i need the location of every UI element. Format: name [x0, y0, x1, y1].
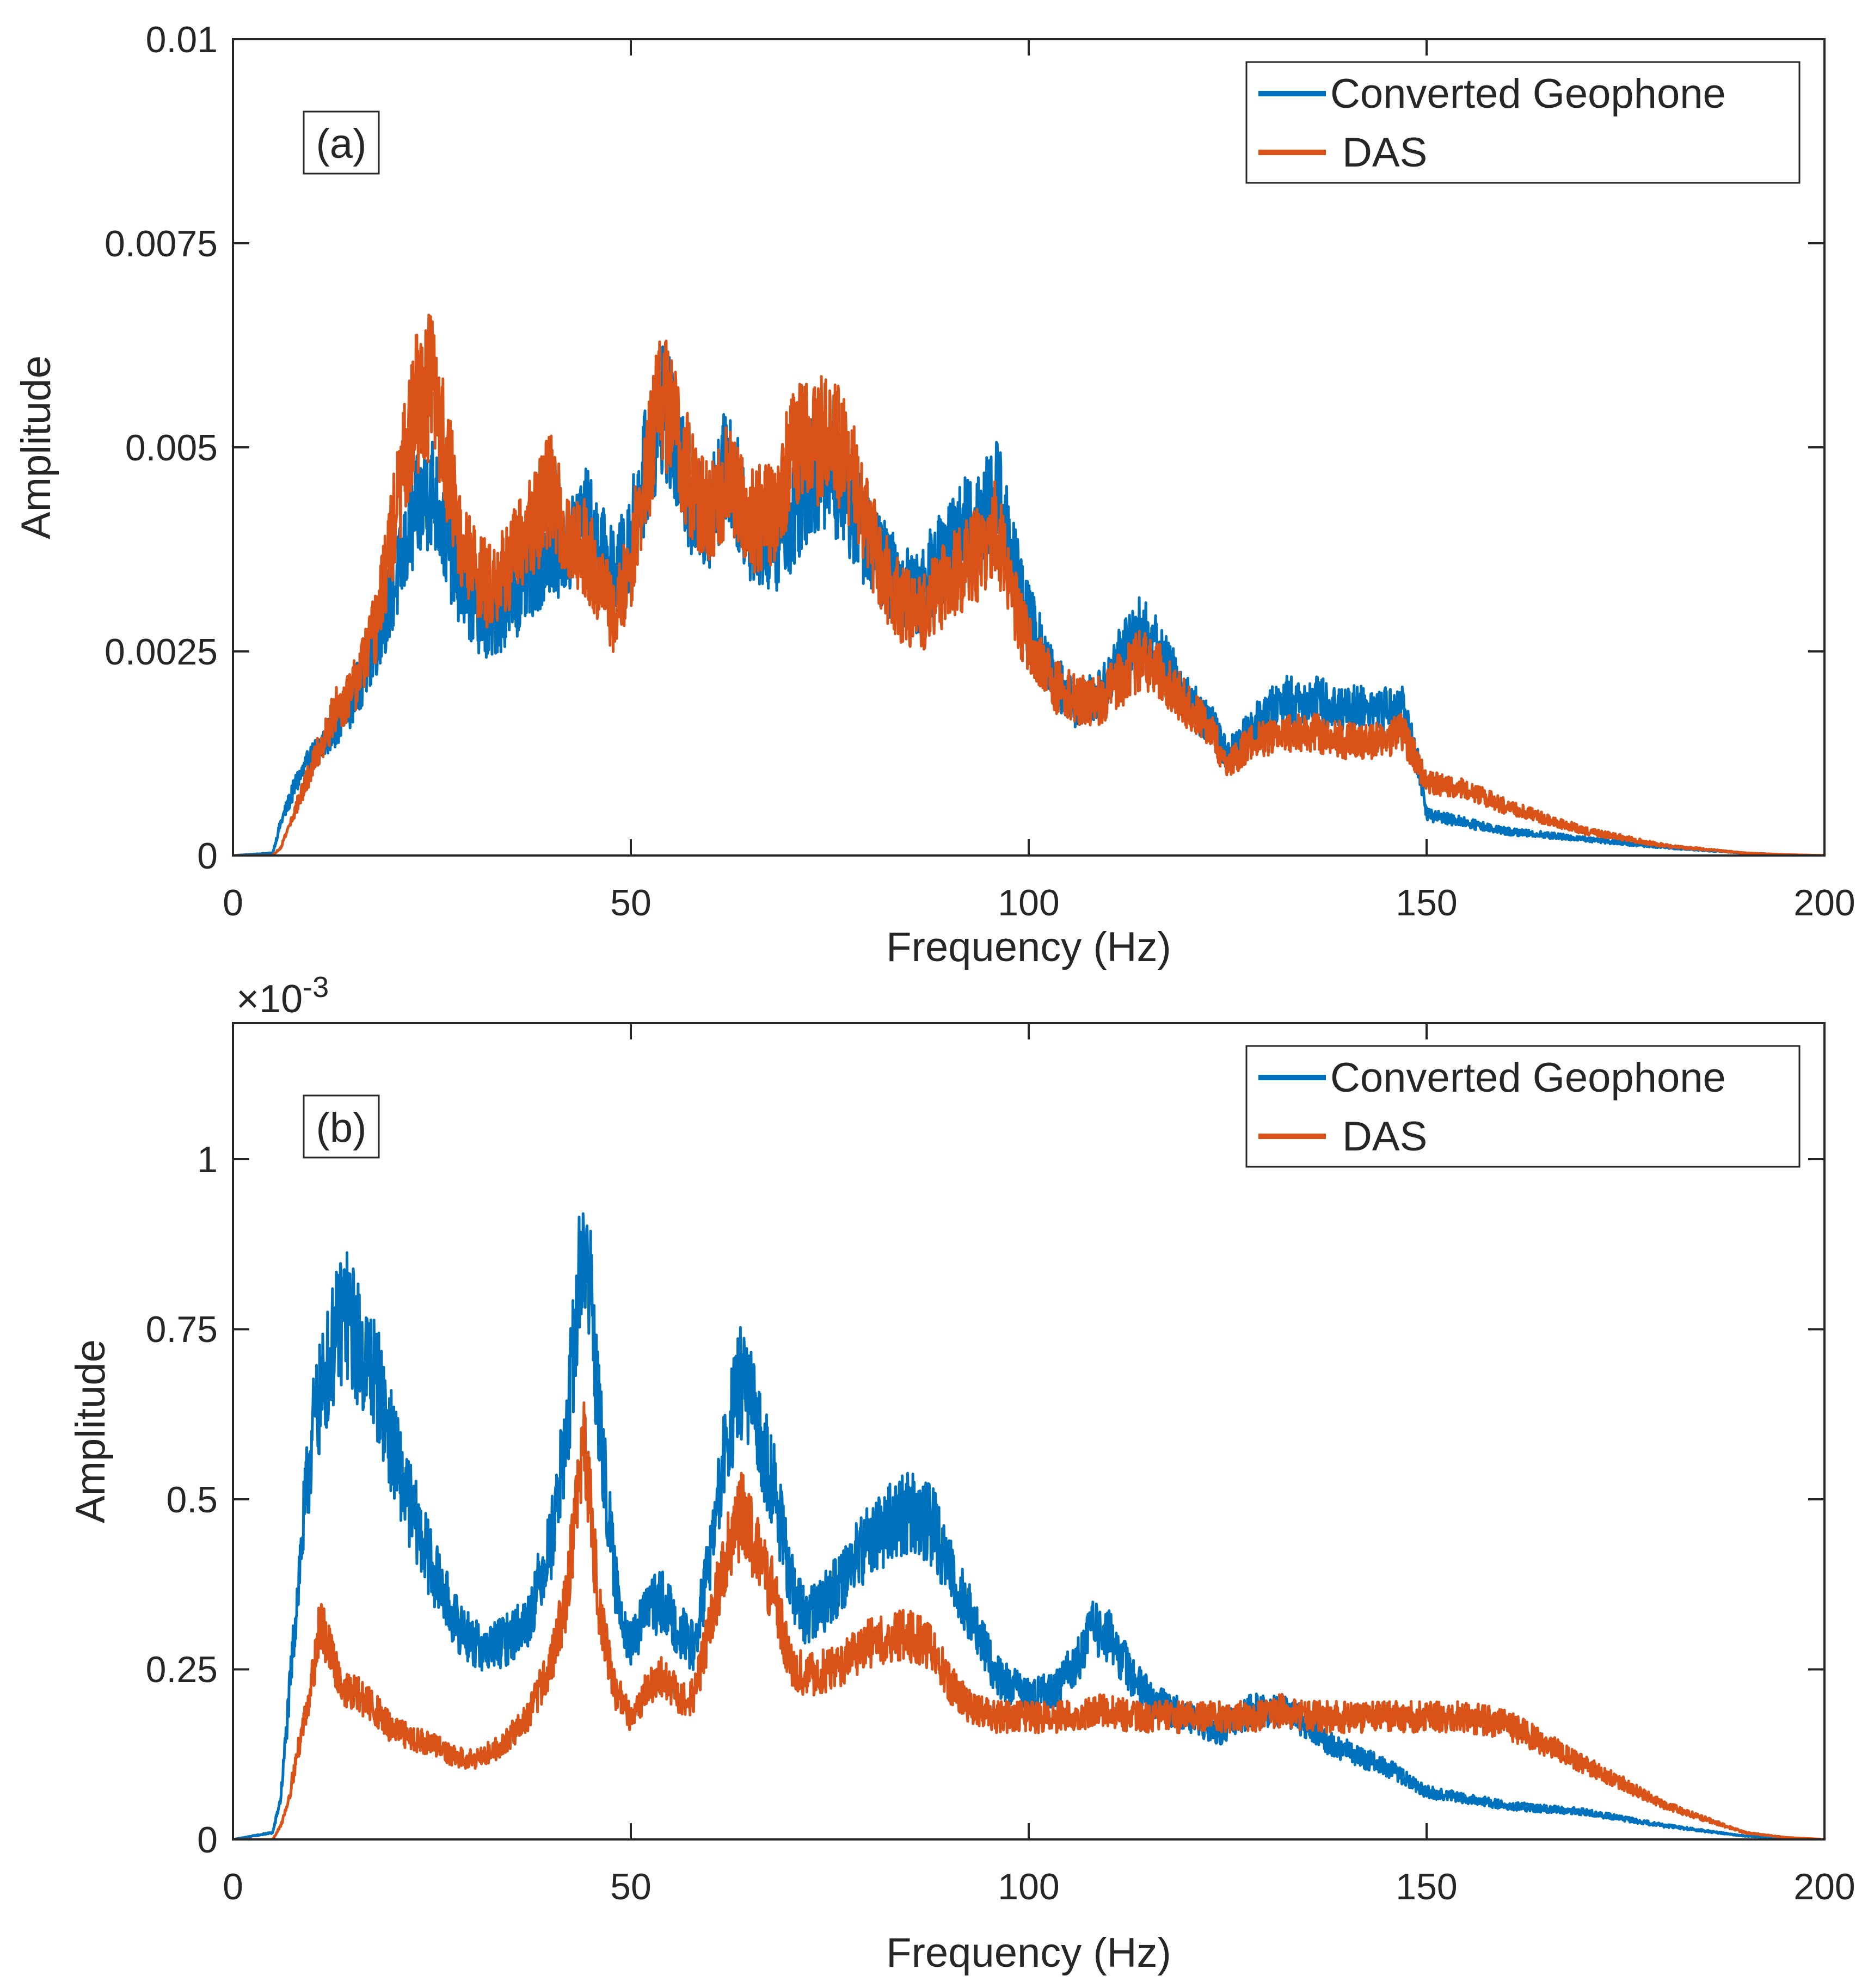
series-line-das — [233, 1401, 1824, 1839]
y-tick-label: 0.0025 — [105, 631, 218, 673]
legend-label-geophone: Converted Geophone — [1330, 71, 1726, 117]
x-tick-label: 200 — [1793, 1866, 1855, 1907]
series-line-das — [233, 313, 1824, 855]
panel-label: (b) — [316, 1105, 367, 1151]
x-tick-label: 150 — [1396, 1866, 1457, 1907]
y-axis-label: Amplitude — [67, 1339, 114, 1523]
y-tick-label: 0 — [197, 1819, 218, 1861]
x-tick-label: 0 — [223, 1866, 243, 1907]
series-group-a — [233, 313, 1824, 855]
legend-label-geophone: Converted Geophone — [1330, 1055, 1726, 1101]
x-tick-label: 50 — [610, 1866, 652, 1907]
panel-label: (a) — [316, 121, 367, 167]
legend-b: Converted Geophone DAS — [1245, 1045, 1801, 1168]
y-axis-label: Amplitude — [13, 355, 59, 539]
y-tick-label: 0.005 — [125, 427, 218, 469]
panel-a: 0 50 100 150 200 0 0.0025 0.005 0.0075 0… — [13, 19, 1855, 970]
y-tick-label: 0.75 — [146, 1309, 218, 1350]
panel-label-box — [303, 110, 380, 175]
x-tick-label: 100 — [998, 882, 1059, 924]
x-tick-label: 200 — [1793, 882, 1855, 924]
series-group-b — [233, 1212, 1824, 1839]
y-exponent-power: -3 — [303, 971, 329, 1004]
x-tick-label: 0 — [223, 882, 243, 924]
y-tick-label: 1 — [197, 1139, 218, 1180]
x-tick-label: 50 — [610, 882, 652, 924]
legend-box — [1245, 61, 1801, 184]
y-tick-label: 0.25 — [146, 1649, 218, 1690]
y-tick-label: 0 — [197, 835, 218, 877]
y-exponent-label: ×10-3 — [236, 971, 329, 1021]
y-tick-label: 0.01 — [146, 19, 218, 60]
y-tick-label: 0.5 — [166, 1479, 218, 1521]
legend-a: Converted Geophone DAS — [1245, 61, 1801, 184]
legend-box — [1245, 1045, 1801, 1168]
y-exponent-base: ×10 — [236, 977, 303, 1021]
legend-label-das: DAS — [1342, 1113, 1427, 1160]
panel-b: ×10-3 0 50 100 150 200 0 0.25 0.5 0.75 1… — [67, 971, 1855, 1976]
x-axis-label: Frequency (Hz) — [886, 924, 1171, 970]
panel-label-box — [303, 1094, 380, 1159]
legend-label-das: DAS — [1342, 130, 1427, 176]
axes-box-a — [232, 38, 1826, 857]
x-tick-label: 100 — [998, 1866, 1059, 1907]
x-tick-label: 150 — [1396, 882, 1457, 924]
axes-box-b — [232, 1022, 1826, 1841]
y-tick-label: 0.0075 — [105, 223, 218, 264]
x-axis-label: Frequency (Hz) — [886, 1930, 1171, 1976]
